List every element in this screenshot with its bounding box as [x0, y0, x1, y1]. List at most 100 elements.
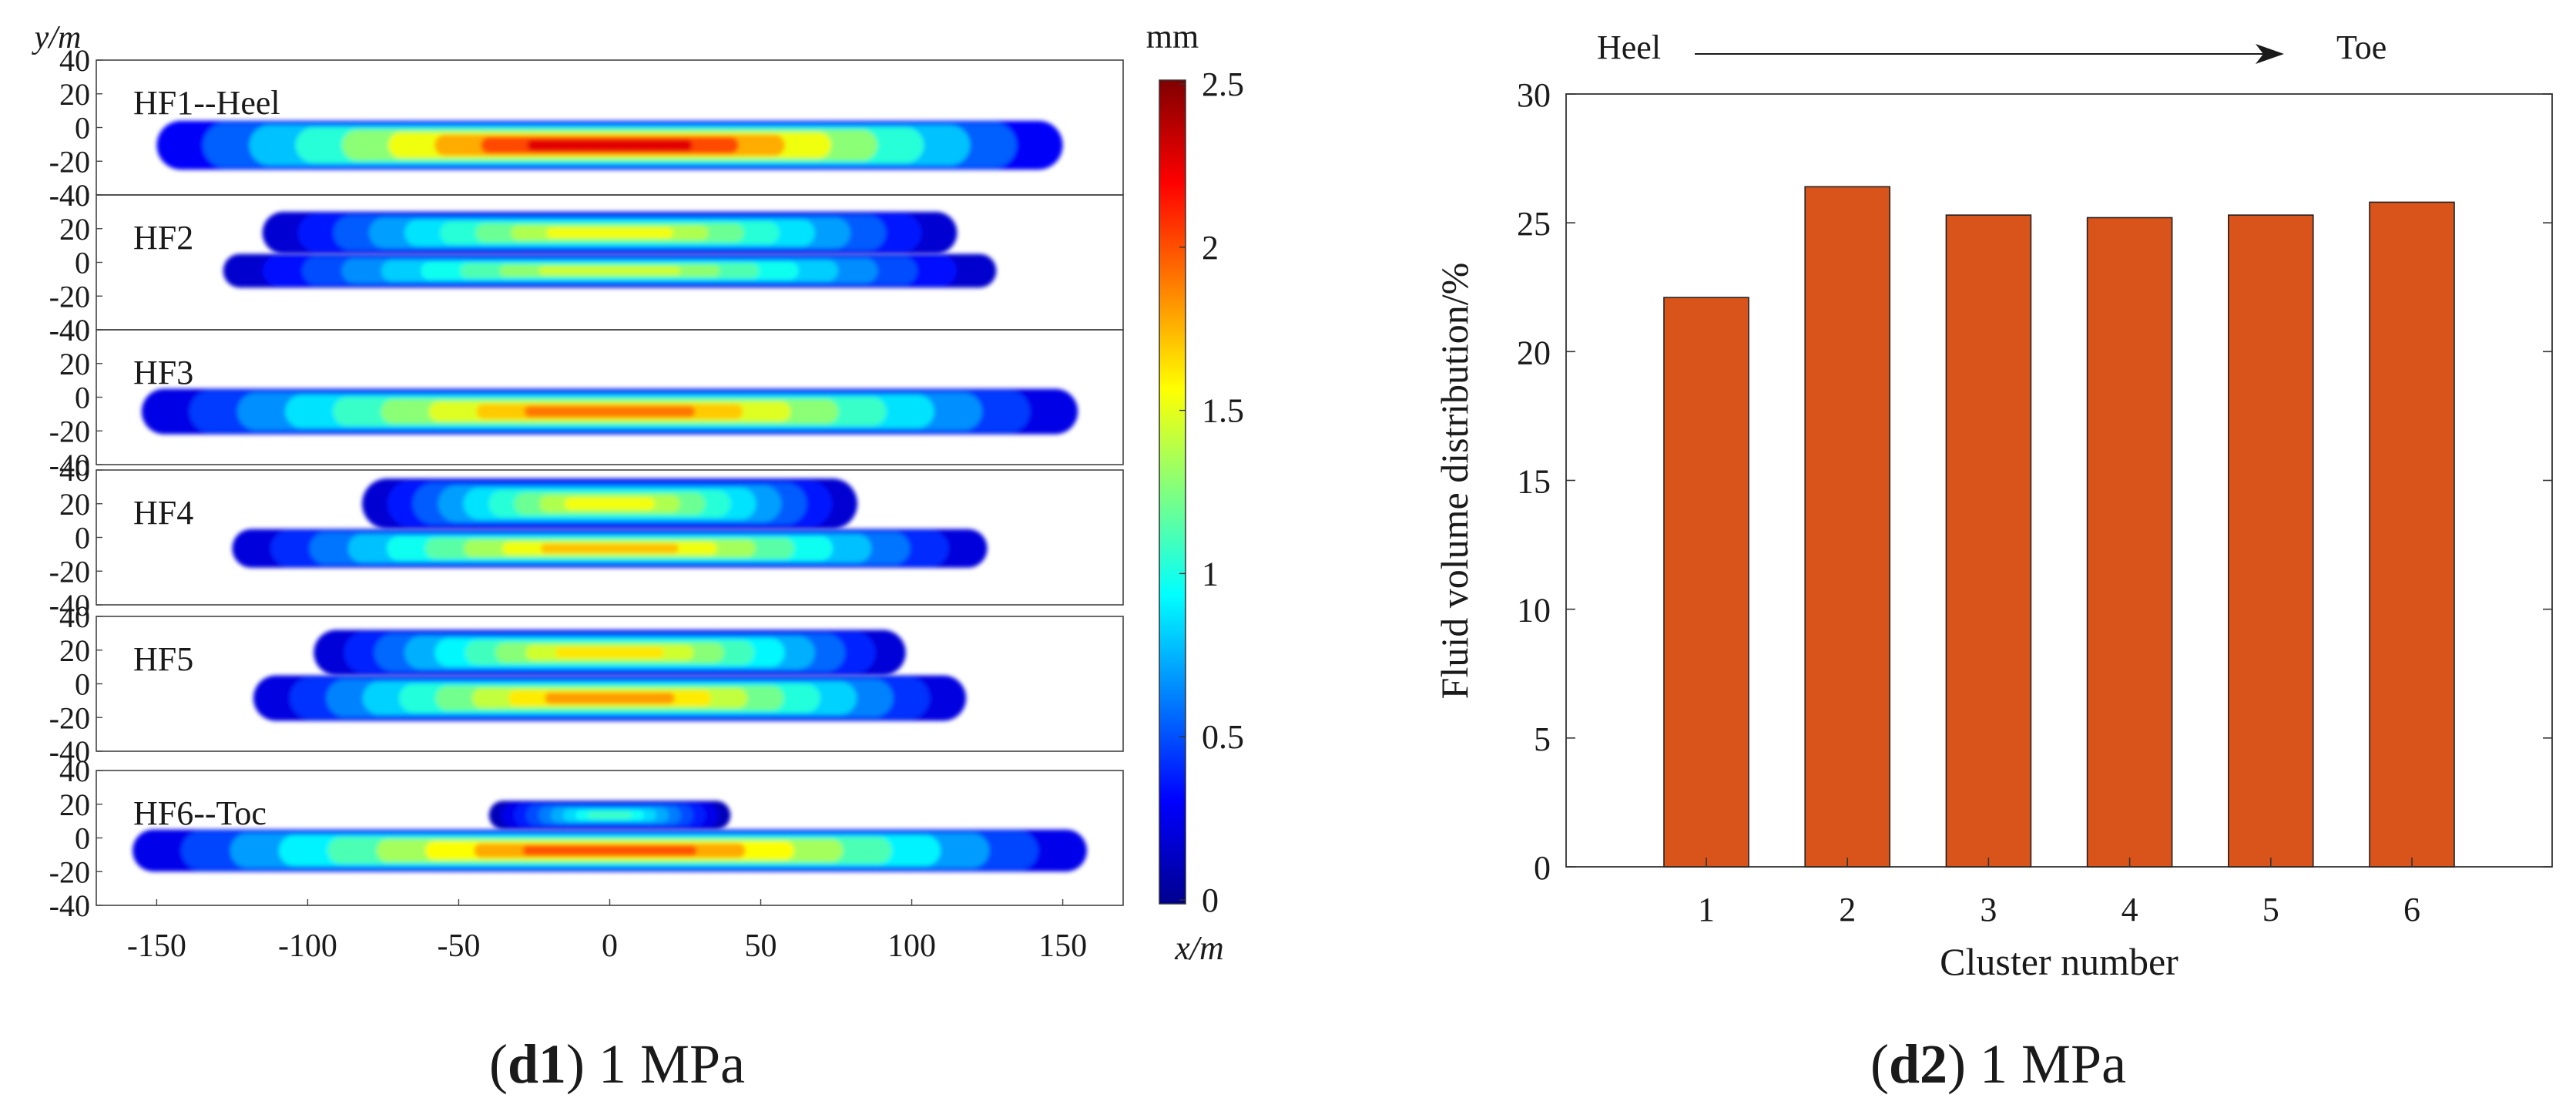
arrow-to-label: Toe — [2336, 29, 2386, 66]
y-tick-label: 40 — [59, 754, 90, 788]
y-tick-label: -40 — [49, 178, 90, 213]
fracture-band — [362, 478, 857, 529]
x-tick-label: 2 — [1839, 891, 1856, 928]
panel-label: HF1--Heel — [133, 84, 280, 122]
fracture-contour — [587, 811, 632, 819]
panel-label: HF5 — [133, 640, 193, 678]
fracture-contour — [539, 267, 680, 275]
x-tick-label: 100 — [887, 928, 936, 964]
x-tick-label: 4 — [2122, 891, 2138, 928]
y-tick-label: 20 — [59, 77, 90, 112]
x-tick-label: 1 — [1698, 891, 1715, 928]
colorbar-tick-labels: 0 0.5 1 1.5 2 2.5 — [1179, 65, 1244, 919]
bar-cluster-5 — [2228, 214, 2314, 868]
y-tick-label: -20 — [49, 854, 90, 889]
fracture-band — [132, 829, 1087, 872]
fracture-contour — [555, 646, 664, 659]
y-tick-label: -20 — [49, 279, 90, 314]
y-tick-label: 10 — [1517, 592, 1551, 630]
y-tick-label: 40 — [59, 43, 90, 78]
caption-d2: (d2) 1 MPa — [1870, 1033, 2127, 1095]
bar-x-axis-label: Cluster number — [1940, 940, 2179, 983]
colorbar-tick-label: 0 — [1202, 881, 1219, 919]
x-tick-label: 6 — [2403, 891, 2420, 928]
y-tick-label: -20 — [49, 414, 90, 448]
bar-y-ticks: 0 5 10 15 20 25 30 — [1517, 76, 2552, 887]
y-tick-label: -20 — [49, 144, 90, 179]
panel-label: HF3 — [133, 354, 193, 391]
panel-label: HF6--Toc — [133, 794, 267, 832]
x-tick-label: -100 — [278, 928, 337, 964]
left-x-tick-labels: -150 -100 -50 0 50 100 150 — [127, 899, 1087, 964]
y-tick-label: -40 — [49, 313, 90, 347]
bar-y-axis-label: Fluid volume distribution/% — [1433, 263, 1476, 700]
colorbar-tick-label: 1.5 — [1202, 392, 1244, 430]
y-tick-label: 40 — [59, 453, 90, 488]
y-tick-label: -40 — [49, 734, 90, 769]
fracture-contour — [522, 845, 697, 856]
panel-label: HF4 — [133, 494, 193, 532]
y-tick-label: 40 — [59, 599, 90, 634]
y-tick-label: 40 — [59, 178, 90, 213]
left-x-axis-label: x/m — [1174, 929, 1224, 967]
fracture-contour — [524, 405, 696, 418]
y-tick-label: -20 — [49, 700, 90, 735]
y-tick-label: 30 — [1517, 76, 1551, 114]
colorbar-tick-label: 0.5 — [1202, 718, 1244, 756]
y-tick-label: -40 — [49, 888, 90, 923]
caption-d1-text: 1 MPa — [599, 1033, 746, 1095]
fracture-band — [141, 388, 1078, 435]
x-tick-label: -150 — [127, 928, 186, 964]
y-tick-label: -20 — [49, 554, 90, 589]
y-tick-label: 20 — [59, 787, 90, 822]
y-tick-label: 0 — [75, 667, 90, 702]
panel-label: HF2 — [133, 219, 193, 257]
left-y-axis-label: y/m — [32, 20, 82, 55]
fracture-band — [253, 675, 967, 721]
fluid-volume-bar-chart: Heel Toe 0 5 10 15 20 25 30 1 2 3 4 5 6 Cluster num… — [1433, 29, 2553, 983]
colorbar-tick-label: 2 — [1202, 229, 1219, 267]
colorbar-tick-label: 2.5 — [1202, 65, 1244, 103]
fracture-band — [232, 529, 988, 568]
fracture-contour — [541, 543, 679, 553]
caption-d1: (d1) 1 MPa — [489, 1033, 746, 1095]
fracture-contour — [564, 497, 656, 510]
colorbar — [1159, 79, 1186, 905]
y-tick-label: 0 — [75, 246, 90, 280]
caption-d1-id: d1 — [507, 1033, 567, 1095]
y-tick-label: 0 — [75, 111, 90, 146]
x-tick-label: -50 — [437, 928, 480, 964]
y-tick-label: 20 — [59, 633, 90, 668]
y-tick-label: 20 — [1517, 334, 1551, 371]
y-tick-label: 20 — [59, 212, 90, 247]
fracture-contour — [545, 692, 675, 704]
bars — [1663, 186, 2455, 868]
bar-cluster-2 — [1804, 186, 1890, 868]
y-tick-label: -40 — [49, 588, 90, 623]
bar-cluster-6 — [2369, 201, 2455, 868]
y-tick-label: 20 — [59, 347, 90, 381]
bar-cluster-1 — [1663, 297, 1749, 868]
x-tick-label: 3 — [1980, 891, 1997, 928]
bar-x-ticks: 1 2 3 4 5 6 — [1698, 858, 2420, 928]
x-tick-label: 0 — [602, 928, 618, 964]
x-tick-label: 5 — [2262, 891, 2279, 928]
fracture-contour — [546, 227, 673, 238]
fracture-width-panels: y/m HF1--Heel40200-20-40HF240200-20-40HF… — [32, 18, 1244, 967]
arrow-from-label: Heel — [1597, 29, 1661, 66]
fracture-band — [314, 630, 906, 676]
fracture-band — [156, 120, 1063, 170]
caption-d2-text: 1 MPa — [1980, 1033, 2127, 1095]
fracture-band — [223, 253, 997, 288]
y-tick-label: 15 — [1517, 463, 1551, 501]
x-tick-label: 150 — [1038, 928, 1087, 964]
fracture-band — [262, 211, 958, 254]
y-tick-label: 0 — [75, 381, 90, 415]
